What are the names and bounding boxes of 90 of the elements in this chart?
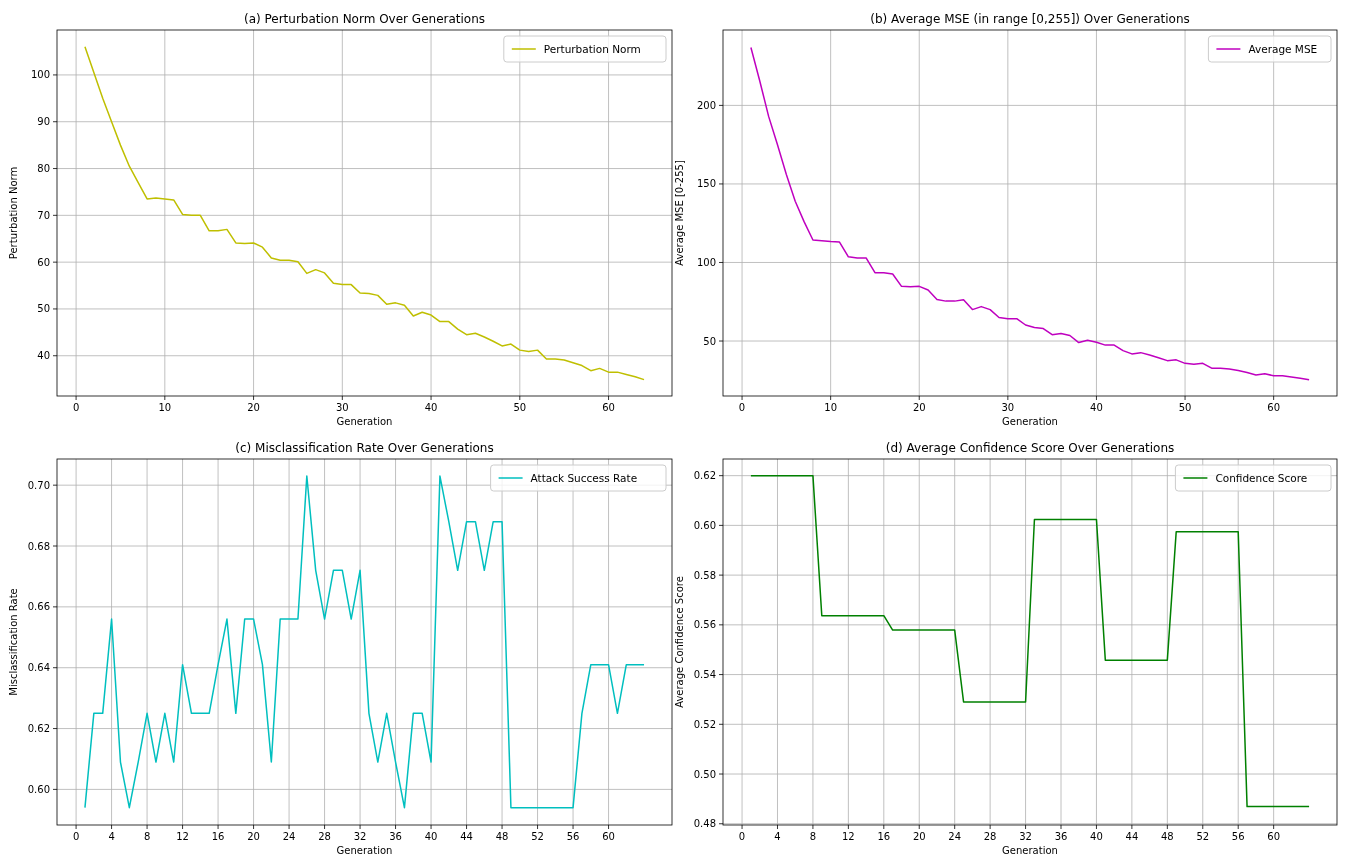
legend-label: Confidence Score (1215, 471, 1308, 484)
x-tick-label: 0 (738, 402, 746, 413)
line-series (84, 46, 645, 381)
x-tick-label: 24 (282, 831, 296, 842)
x-tick-label: 16 (211, 831, 225, 842)
x-tick-label: 44 (460, 831, 473, 842)
y-tick-label: 0.62 (693, 470, 716, 482)
x-tick-label: 10 (824, 402, 838, 413)
legend-label: Perturbation Norm (543, 42, 641, 55)
x-tick-label: 12 (176, 831, 189, 842)
x-tick-label: 36 (1054, 831, 1068, 842)
y-tick-label: 0.70 (27, 479, 50, 491)
x-tick-label: 8 (809, 831, 817, 842)
x-axis-title: Generation (1002, 845, 1058, 856)
y-tick-label: 0.50 (693, 768, 716, 780)
y-tick-label: 100 (696, 256, 716, 268)
x-tick-label: 60 (1267, 831, 1281, 842)
x-tick-label: 40 (1090, 402, 1103, 413)
x-tick-label: 60 (602, 402, 615, 413)
y-axis-title: Average Confidence Score (674, 576, 685, 708)
x-tick-label: 20 (912, 402, 926, 413)
x-tick-label: 56 (566, 831, 580, 842)
x-tick-label: 4 (774, 831, 781, 842)
x-tick-label: 20 (912, 831, 926, 842)
y-axis-title: Misclassification Rate (8, 588, 19, 696)
y-tick-label: 60 (37, 256, 50, 268)
y-tick-label: 0.52 (693, 718, 716, 730)
x-tick-label: 4 (108, 831, 115, 842)
y-tick-label: 40 (37, 350, 50, 362)
y-tick-label: 50 (703, 335, 716, 347)
x-axis-title: Generation (336, 416, 393, 427)
x-tick-label: 0 (72, 402, 80, 413)
x-tick-label: 50 (513, 402, 527, 413)
y-tick-label: 0.68 (27, 540, 50, 552)
y-tick-label: 100 (30, 69, 50, 81)
x-tick-label: 52 (1196, 831, 1210, 842)
y-tick-label: 0.60 (693, 519, 716, 531)
x-tick-label: 56 (1231, 831, 1245, 842)
y-tick-label: 0.62 (27, 723, 50, 735)
x-axis-title: Generation (1002, 416, 1058, 427)
x-tick-label: 60 (602, 831, 615, 842)
x-tick-label: 32 (353, 831, 367, 842)
x-tick-label: 52 (531, 831, 544, 842)
x-tick-label: 40 (424, 831, 438, 842)
y-tick-label: 0.64 (27, 662, 50, 674)
y-tick-label: 200 (696, 99, 716, 111)
y-tick-label: 0.54 (693, 669, 716, 681)
x-tick-label: 48 (1160, 831, 1174, 842)
chart-title: (c) Misclassification Rate Over Generations (235, 441, 494, 455)
line-series (84, 475, 645, 809)
legend-label: Average MSE (1248, 42, 1318, 55)
x-tick-label: 16 (877, 831, 891, 842)
y-tick-label: 0.66 (27, 601, 50, 613)
x-tick-label: 48 (495, 831, 509, 842)
x-tick-label: 10 (158, 402, 172, 413)
x-tick-label: 50 (1178, 402, 1192, 413)
y-tick-label: 0.48 (693, 818, 716, 830)
y-axis-title: Perturbation Norm (8, 166, 19, 260)
x-tick-label: 12 (842, 831, 855, 842)
chart-title: (d) Average Confidence Score Over Generations (885, 441, 1175, 455)
y-tick-label: 90 (37, 116, 50, 128)
x-tick-label: 0 (738, 831, 746, 842)
x-tick-label: 60 (1267, 402, 1281, 413)
legend-label: Attack Success Rate (530, 471, 638, 484)
y-tick-label: 150 (696, 178, 716, 190)
x-tick-label: 28 (318, 831, 331, 842)
x-tick-label: 20 (247, 402, 260, 413)
x-tick-label: 28 (983, 831, 997, 842)
x-tick-label: 24 (948, 831, 962, 842)
x-tick-label: 44 (1125, 831, 1139, 842)
x-tick-label: 30 (335, 402, 349, 413)
y-tick-label: 0.58 (693, 569, 716, 581)
chart-title: (a) Perturbation Norm Over Generations (243, 12, 486, 26)
x-tick-label: 40 (1090, 831, 1103, 842)
y-tick-label: 70 (37, 209, 50, 221)
y-tick-label: 0.56 (693, 619, 716, 631)
x-tick-label: 36 (389, 831, 402, 842)
chart-title: (b) Average MSE (in range [0,255]) Over Generations (870, 12, 1190, 26)
x-tick-label: 40 (424, 402, 438, 413)
x-tick-label: 8 (143, 831, 151, 842)
y-tick-label: 80 (37, 163, 50, 175)
x-axis-title: Generation (336, 845, 393, 856)
y-axis-title: Average MSE [0-255] (674, 160, 685, 266)
x-tick-label: 32 (1019, 831, 1032, 842)
x-tick-label: 0 (72, 831, 80, 842)
y-tick-label: 0.60 (27, 783, 50, 795)
y-tick-label: 50 (37, 303, 50, 315)
line-series (750, 474, 1310, 808)
x-tick-label: 20 (247, 831, 260, 842)
x-tick-label: 30 (1001, 402, 1015, 413)
